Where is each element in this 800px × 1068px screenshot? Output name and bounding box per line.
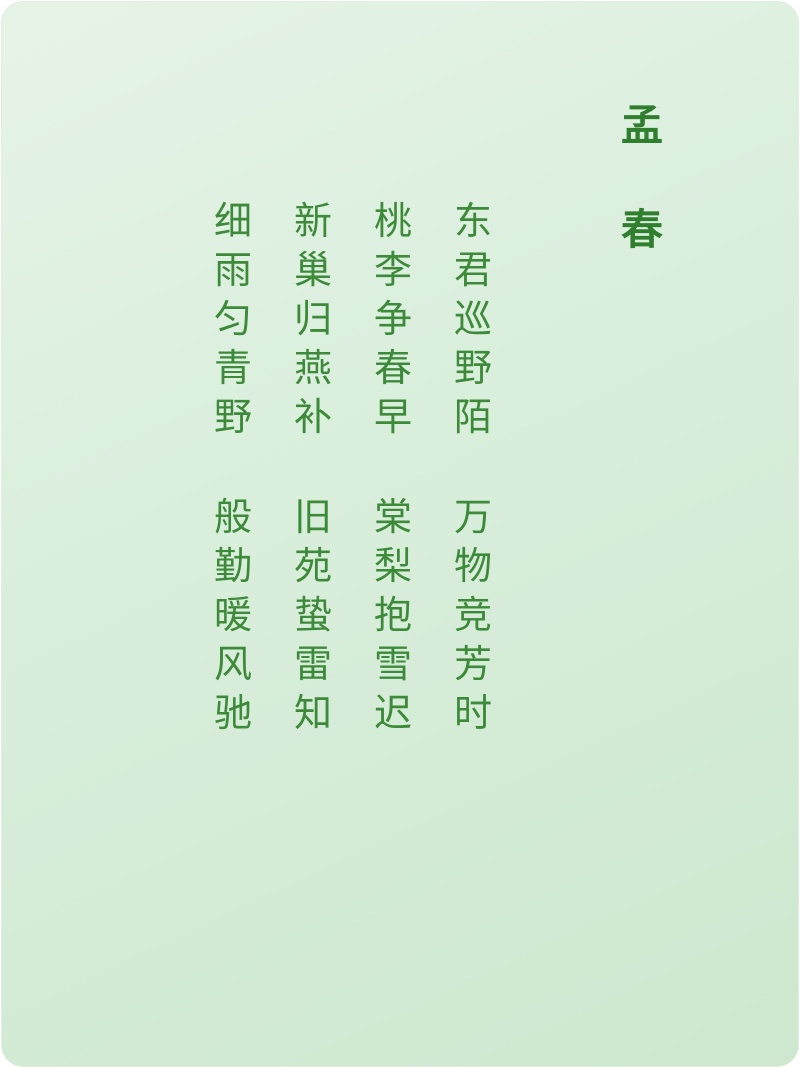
poem-char: 万 [453, 495, 492, 539]
stanza1-column-1: 东 君 巡 野 陌 [449, 197, 497, 442]
poem-char: 抱 [373, 593, 412, 637]
stanza1-column-3: 新 巢 归 燕 补 [289, 197, 337, 442]
poem-char: 暖 [213, 593, 252, 637]
poem-char: 芳 [453, 642, 492, 686]
poem-char: 细 [213, 199, 252, 243]
poem-char: 野 [213, 395, 252, 439]
poem-char: 梨 [373, 544, 412, 588]
stanza1-column-2: 桃 李 争 春 早 [369, 197, 417, 442]
poem-char: 苑 [293, 544, 332, 588]
poem-char: 春 [373, 346, 412, 390]
poem-char: 早 [373, 395, 412, 439]
poem-char: 巢 [293, 248, 332, 292]
poem-char: 野 [453, 346, 492, 390]
poem-char: 君 [453, 248, 492, 292]
poem-char: 匀 [213, 297, 252, 341]
poem-char: 竞 [453, 593, 492, 637]
poem-char: 时 [453, 691, 492, 735]
poem-char: 争 [373, 297, 412, 341]
poem-char: 旧 [293, 495, 332, 539]
poem-char: 补 [293, 395, 332, 439]
poem-char: 驰 [213, 691, 252, 735]
poem-char: 燕 [293, 346, 332, 390]
poem-char: 般 [213, 495, 252, 539]
poem-char: 青 [213, 346, 252, 390]
poem-char: 东 [453, 199, 492, 243]
title-char: 春 [620, 205, 663, 254]
poem-title: 孟 春 [602, 97, 682, 305]
title-char: 孟 [620, 101, 663, 150]
stanza2-column-4: 般 勤 暖 风 驰 [209, 493, 257, 738]
poem-char: 李 [373, 248, 412, 292]
poem-char: 新 [293, 199, 332, 243]
poem-char: 雨 [213, 248, 252, 292]
poem-char: 棠 [373, 495, 412, 539]
stanza2-column-3: 旧 苑 蛰 雷 知 [289, 493, 337, 738]
poem-char: 陌 [453, 395, 492, 439]
poem-char: 知 [293, 691, 332, 735]
poem-char: 雪 [373, 642, 412, 686]
stanza2-column-1: 万 物 竞 芳 时 [449, 493, 497, 738]
poem-char: 蛰 [293, 593, 332, 637]
poem-char: 物 [453, 544, 492, 588]
stanza1-column-4: 细 雨 匀 青 野 [209, 197, 257, 442]
poem-char: 勤 [213, 544, 252, 588]
stanza2-column-2: 棠 梨 抱 雪 迟 [369, 493, 417, 738]
poem-char: 归 [293, 297, 332, 341]
poem-char: 桃 [373, 199, 412, 243]
poem-char: 巡 [453, 297, 492, 341]
poem-char: 风 [213, 642, 252, 686]
poem-char: 迟 [373, 691, 412, 735]
poem-char: 雷 [293, 642, 332, 686]
